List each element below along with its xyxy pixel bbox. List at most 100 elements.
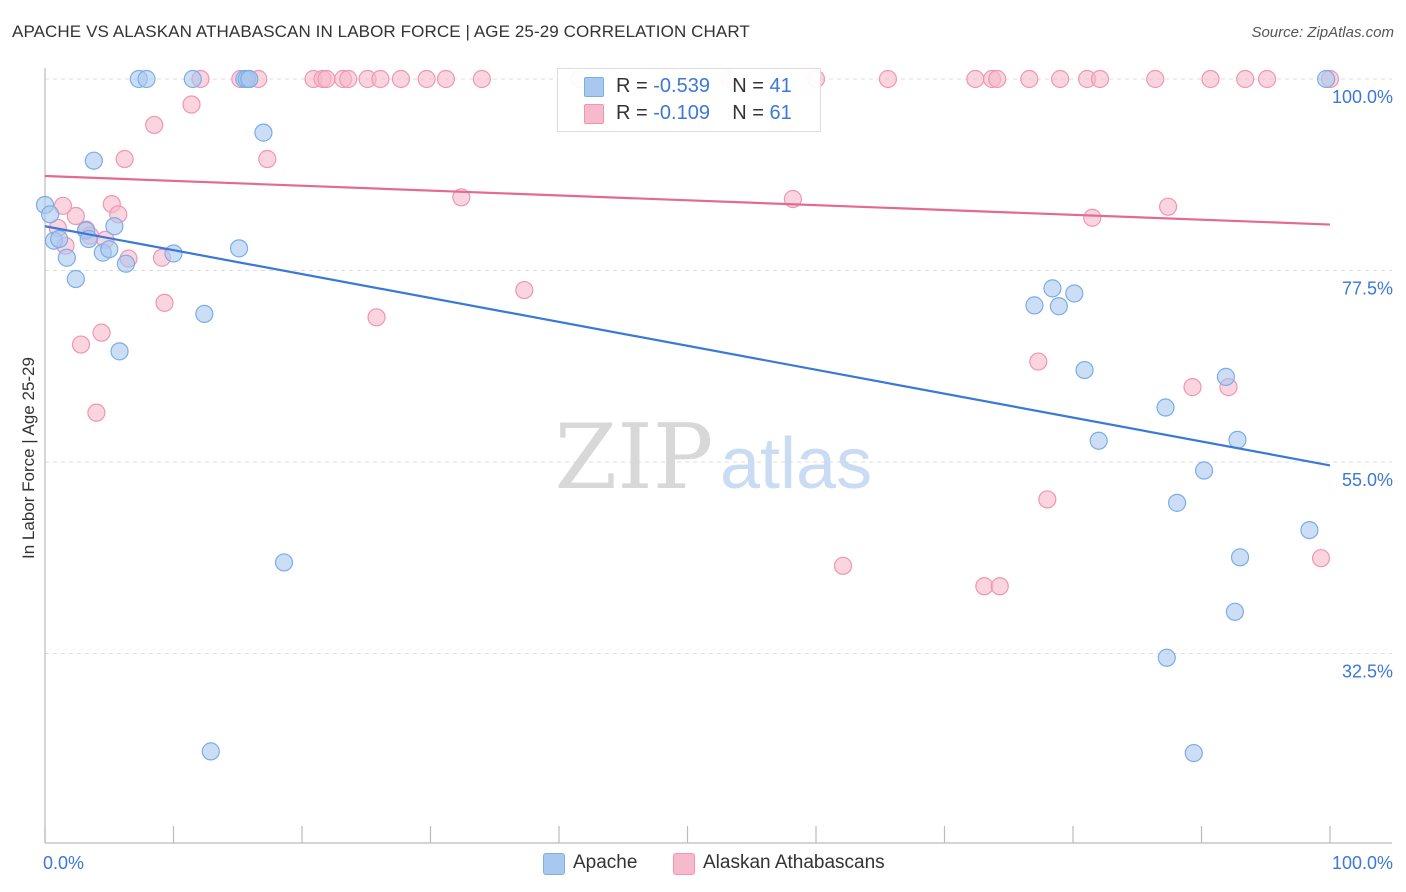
apache-point (1157, 648, 1176, 667)
legend-apache-text: R = -0.539 N = 41 (616, 75, 792, 98)
alaskan-point (436, 69, 456, 89)
apache-point (229, 239, 249, 258)
watermark-zip: ZIP (555, 405, 714, 510)
apache-point (84, 151, 103, 170)
apache-swatch (584, 77, 604, 97)
alaskan-point (339, 69, 358, 89)
alaskan-point (66, 206, 85, 226)
apache-point (116, 254, 136, 273)
alaskan-point (990, 577, 1009, 596)
alaskan-point (71, 335, 91, 354)
alaskan-point (1083, 208, 1102, 227)
alaskan-trend-line (44, 174, 1331, 226)
apache-point (254, 123, 273, 142)
n-label: N = (732, 102, 764, 124)
alaskan-point (1146, 69, 1165, 89)
apache-point (100, 240, 119, 259)
alaskan-legend-label: Alaskan Athabascans (703, 852, 885, 873)
y-tick-label: 100.0% (1332, 87, 1393, 107)
alaskan-point (1183, 378, 1202, 397)
r-label: R = (616, 102, 648, 124)
alaskan-point (1090, 69, 1110, 89)
apache-point (1228, 430, 1247, 449)
apache-point (1043, 279, 1062, 298)
alaskan-point (367, 308, 386, 327)
apache-point (1194, 461, 1214, 480)
alaskan-point (145, 115, 164, 135)
chart-title: APACHE VS ALASKAN ATHABASCAN IN LABOR FO… (12, 22, 750, 41)
grid-lines (45, 78, 1392, 654)
alaskan-points (48, 69, 1340, 596)
alaskan-n-value: 61 (769, 102, 792, 124)
apache-point (201, 742, 220, 761)
apache-point (164, 244, 183, 263)
apache-point (105, 217, 124, 236)
apache-point (274, 553, 294, 572)
apache-point (66, 269, 85, 289)
apache-point (1216, 367, 1236, 386)
alaskan-point (371, 69, 390, 89)
apache-point (1300, 520, 1319, 540)
apache-point (240, 69, 259, 89)
r-label: R = (616, 75, 648, 97)
apache-point (110, 342, 129, 361)
apache-point (50, 229, 69, 249)
watermark: ZIP atlas (555, 405, 872, 510)
apache-trend-line (44, 225, 1331, 467)
apache-point (1184, 743, 1203, 763)
apache-point (137, 69, 156, 89)
alaskan-point (92, 323, 111, 342)
alaskan-legend-swatch (673, 853, 695, 875)
y-axis-label: In Labor Force | Age 25-29 (19, 357, 38, 559)
alaskan-point (258, 149, 277, 169)
alaskan-point (472, 69, 491, 89)
correlation-legend: R = -0.539 N = 41 R = -0.109 N = 61 (557, 68, 821, 132)
y-tick-label: 77.5% (1342, 279, 1393, 299)
alaskan-point (1029, 352, 1048, 371)
alaskan-point (975, 577, 994, 596)
alaskan-point (391, 69, 411, 89)
apache-point (1049, 297, 1068, 316)
alaskan-point (833, 556, 853, 575)
alaskan-point (515, 280, 534, 300)
apache-points (35, 69, 1336, 763)
apache-r-value: -0.539 (653, 75, 710, 97)
alaskan-point (1158, 197, 1178, 216)
axis-labels: 100.0% 77.5% 55.0% 32.5% 0.0% 100.0% (43, 87, 1393, 873)
apache-point (1317, 69, 1336, 89)
axes (44, 68, 1392, 844)
apache-n-value: 41 (769, 75, 792, 97)
alaskan-point (417, 69, 436, 89)
x-tick-label: 100.0% (1332, 853, 1393, 873)
alaskan-point (182, 95, 201, 114)
alaskan-swatch (584, 104, 604, 124)
alaskan-point (452, 188, 471, 207)
alaskan-point (1020, 69, 1039, 89)
apache-point (1230, 548, 1250, 567)
apache-point (57, 248, 76, 267)
source-label: Source: ZipAtlas.com (1251, 24, 1394, 41)
apache-point (1225, 602, 1245, 621)
legend-alaskan-text: R = -0.109 N = 61 (616, 102, 792, 125)
y-tick-label: 32.5% (1342, 662, 1393, 682)
alaskan-point (115, 149, 134, 169)
apache-point (1089, 431, 1108, 450)
alaskan-r-value: -0.109 (653, 102, 710, 124)
alaskan-point (1257, 69, 1277, 89)
y-tick-label: 55.0% (1342, 470, 1393, 490)
apache-legend-swatch (543, 853, 565, 875)
alaskan-point (317, 69, 336, 89)
x-tick-label: 0.0% (43, 853, 84, 873)
alaskan-point (878, 69, 898, 89)
n-label: N = (732, 75, 764, 97)
alaskan-point (988, 69, 1007, 89)
apache-point (41, 205, 60, 224)
trend-lines (44, 174, 1331, 467)
apache-point (1025, 296, 1044, 315)
apache-point (1075, 360, 1094, 380)
alaskan-point (53, 196, 73, 215)
apache-point (1167, 493, 1187, 512)
alaskan-point (1051, 69, 1070, 89)
alaskan-point (87, 403, 106, 422)
